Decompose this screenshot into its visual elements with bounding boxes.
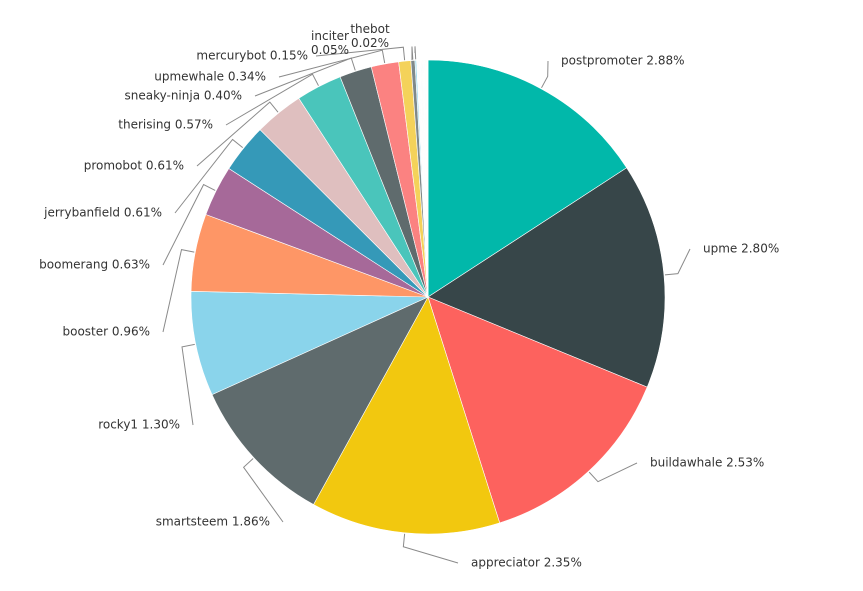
- leader-line-smartsteem: [242, 458, 284, 523]
- data-label-boomerang: boomerang 0.63%: [39, 258, 150, 272]
- pie-slice-upme: [427, 167, 666, 388]
- data-label-upme: upme 2.80%: [703, 242, 779, 256]
- leader-line-booster: [162, 249, 195, 333]
- leader-line-postpromoter: [541, 60, 549, 89]
- leader-line-boomerang: [162, 183, 216, 266]
- leader-line-rocky1: [181, 343, 195, 426]
- data-label-postpromoter: postpromoter 2.88%: [561, 54, 685, 68]
- slices-layer: [190, 59, 666, 535]
- leader-line-buildawhale: [588, 462, 638, 483]
- data-label-appreciator: appreciator 2.35%: [471, 556, 582, 570]
- leader-line-upmewhale: [278, 49, 386, 78]
- leader-line-mercurybot: [315, 46, 406, 61]
- pie-slice-smartsteem: [211, 296, 429, 505]
- leader-line-thebot: [414, 46, 417, 60]
- leader-line-therising: [225, 73, 319, 126]
- leader-line-promobot: [196, 101, 279, 167]
- data-label-smartsteem: smartsteem 1.86%: [156, 515, 270, 529]
- labels-layer: postpromoter 2.88% upme 2.80% buildawhale …: [39, 22, 779, 570]
- leader-line-upme: [664, 248, 691, 276]
- data-label-booster: booster 0.96%: [62, 325, 150, 339]
- leader-line-inciter: [411, 46, 414, 60]
- leader-line-jerrybanfield: [174, 138, 244, 214]
- data-label-therising: therising 0.57%: [118, 118, 213, 132]
- data-label-buildawhale: buildawhale 2.53%: [650, 456, 764, 470]
- data-label-mercurybot: mercurybot 0.15%: [196, 49, 308, 63]
- data-label-jerrybanfield: jerrybanfield 0.61%: [43, 206, 162, 220]
- data-label-inciter: inciter 0.05%: [311, 29, 349, 57]
- pie-slice-rocky1: [190, 290, 429, 396]
- pie-slice-appreciator: [313, 296, 501, 535]
- leader-line-appreciator: [402, 533, 459, 564]
- data-label-promobot: promobot 0.61%: [84, 159, 184, 173]
- data-label-sneaky-ninja: sneaky-ninja 0.40%: [124, 89, 242, 103]
- pie-slice-postpromoter: [427, 59, 628, 298]
- pie-slice-buildawhale: [427, 296, 648, 524]
- data-label-thebot: thebot 0.02%: [350, 22, 390, 50]
- data-label-upmewhale: upmewhale 0.34%: [154, 70, 266, 84]
- data-label-rocky1: rocky1 1.30%: [98, 418, 180, 432]
